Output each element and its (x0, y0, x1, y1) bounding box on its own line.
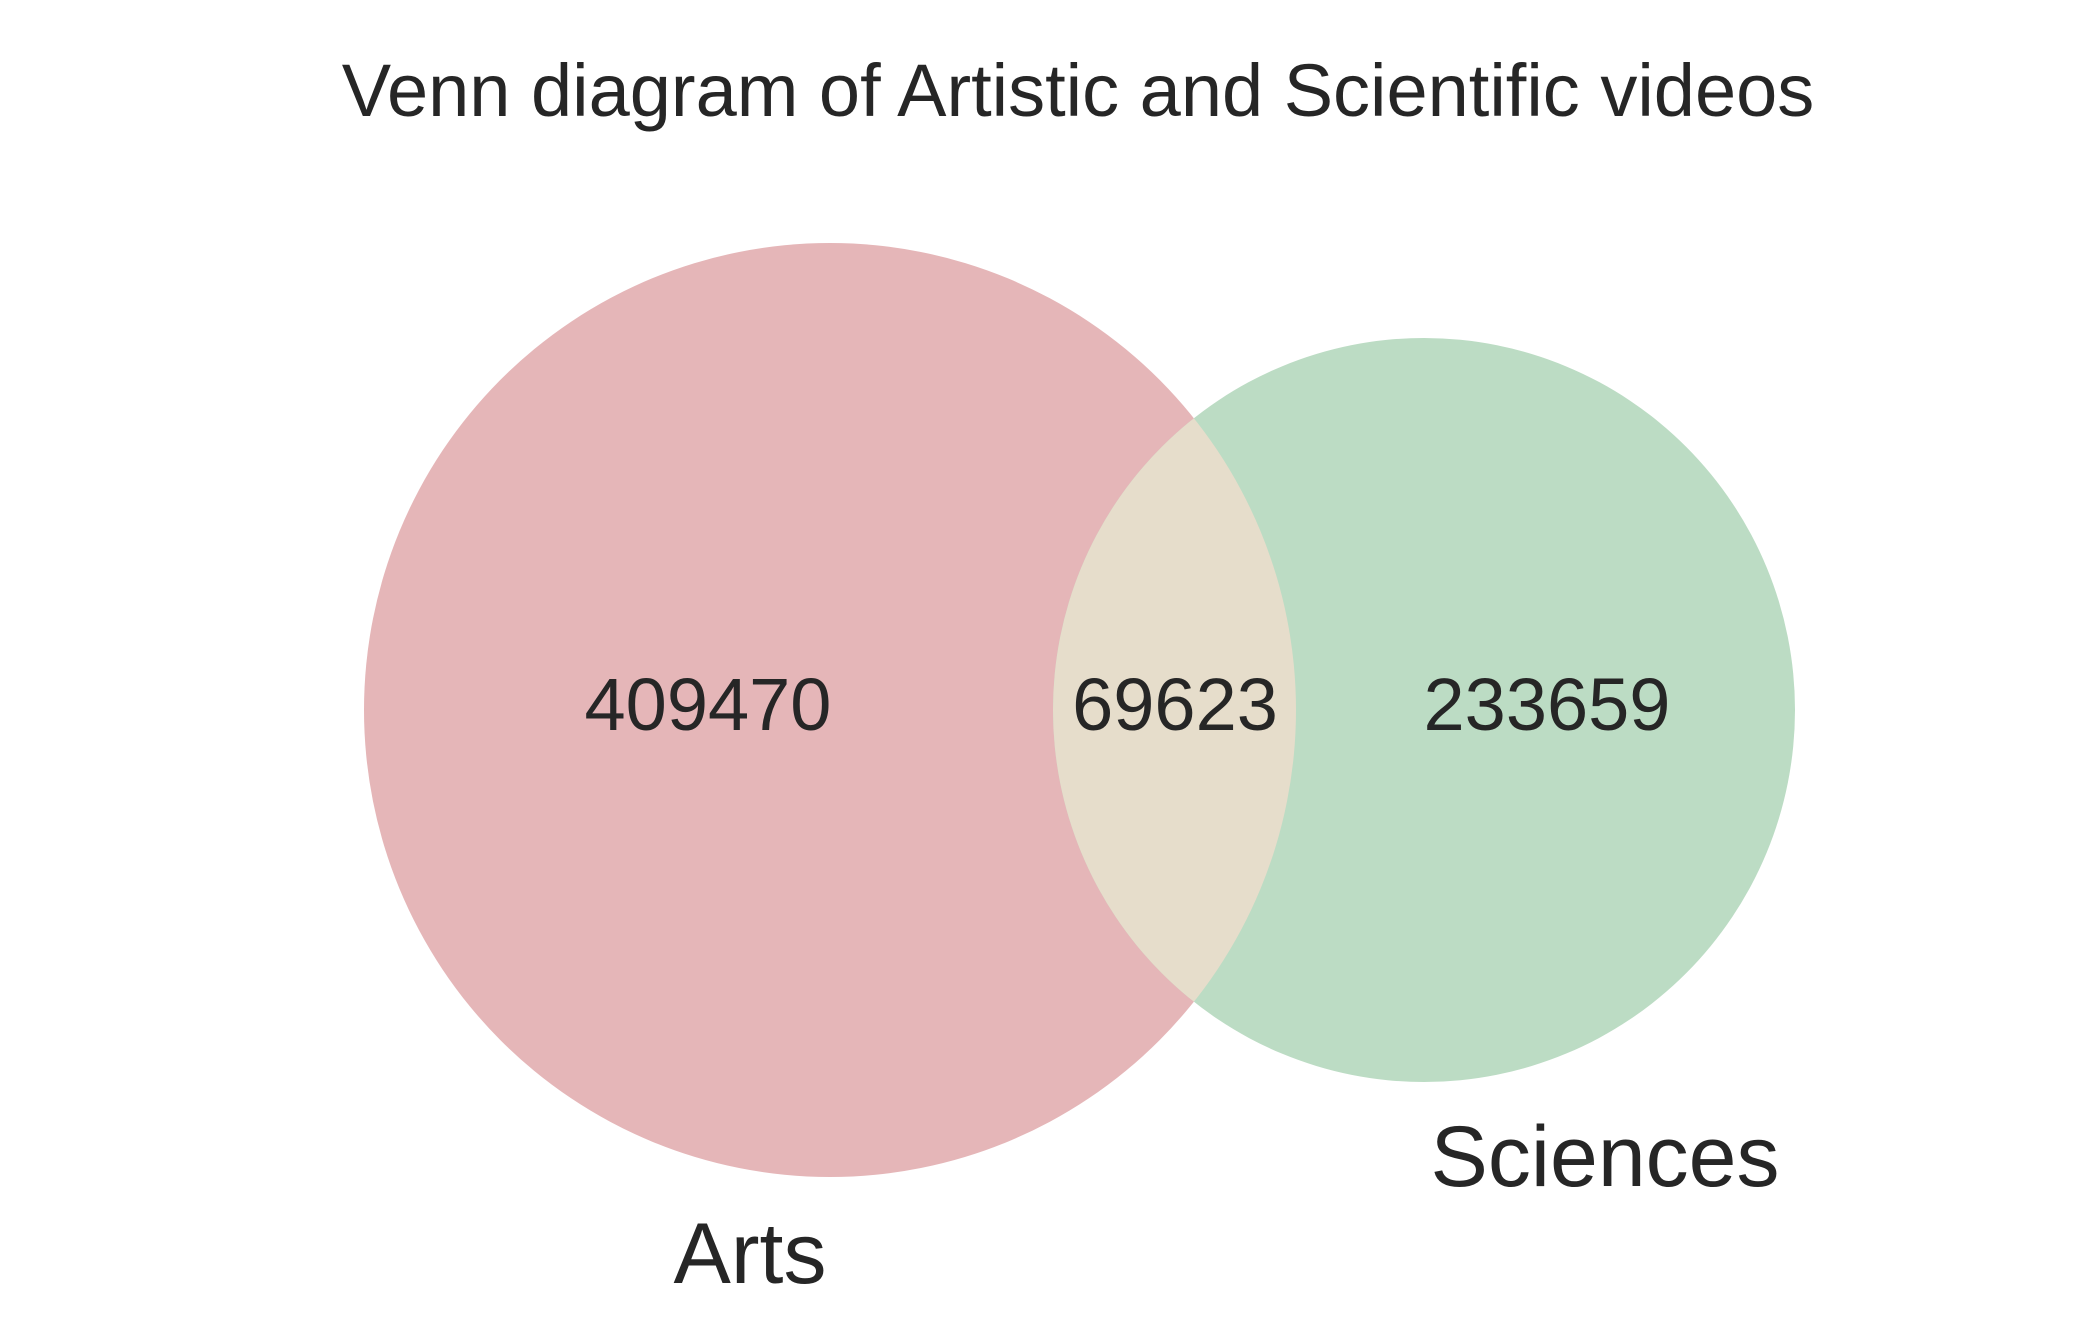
arts-only-count: 409470 (585, 663, 832, 746)
sciences-only-count: 233659 (1424, 663, 1671, 746)
chart-title: Venn diagram of Artistic and Scientific … (342, 49, 1815, 132)
intersection-count: 69623 (1072, 663, 1278, 746)
arts-label: Arts (674, 1206, 827, 1302)
sciences-label: Sciences (1431, 1109, 1780, 1205)
intersection-region (1053, 338, 1296, 1082)
arts-circle (364, 243, 1296, 1177)
